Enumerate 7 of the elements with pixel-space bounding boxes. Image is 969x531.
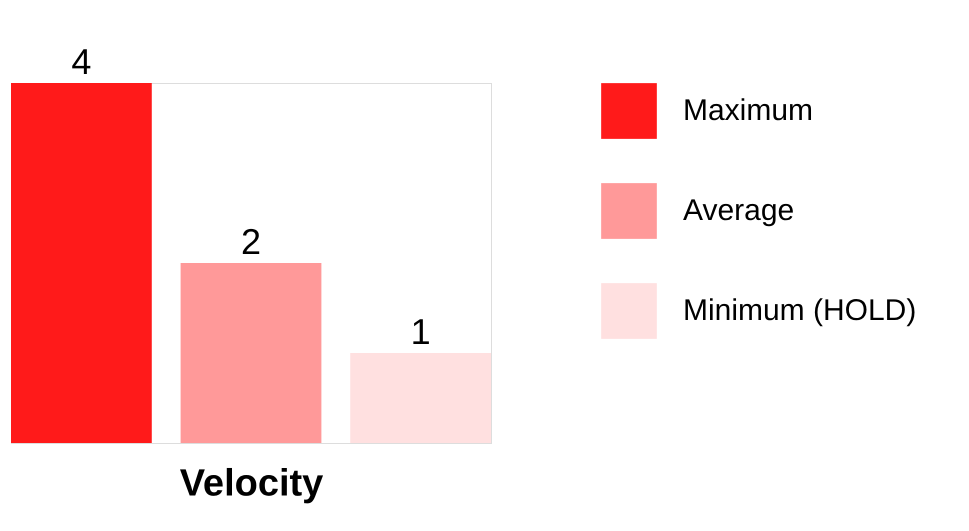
legend-label: Average bbox=[683, 194, 794, 227]
data-label: 1 bbox=[410, 311, 431, 352]
data-label: 4 bbox=[71, 41, 92, 82]
x-axis-title: Velocity bbox=[180, 462, 324, 504]
legend-label: Minimum (HOLD) bbox=[683, 294, 916, 327]
legend-label: Maximum bbox=[683, 94, 814, 127]
data-label: 2 bbox=[240, 221, 262, 262]
